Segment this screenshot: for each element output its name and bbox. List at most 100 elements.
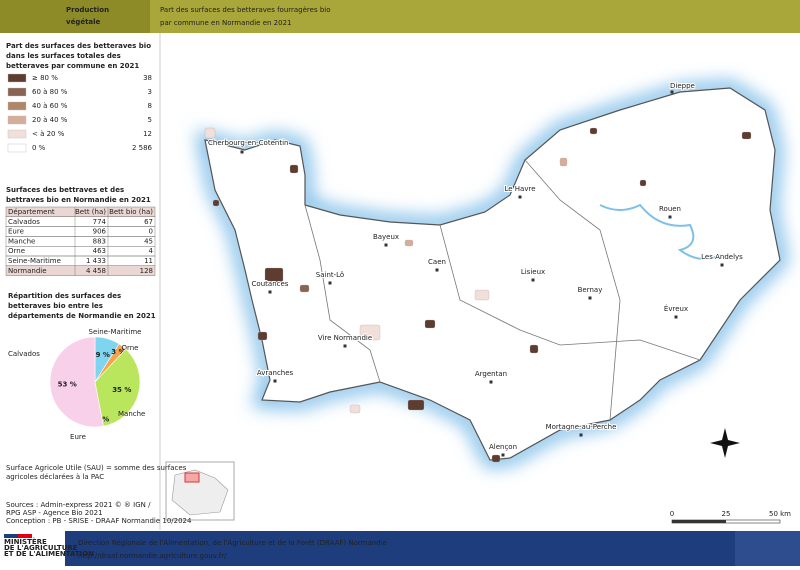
table-header-bg: [6, 207, 155, 217]
footer-url: http://draaf.normandie.agriculture.gouv.…: [78, 552, 227, 560]
table-title: Surfaces des bettraves et des: [6, 186, 124, 194]
city-label: Caen: [428, 258, 446, 266]
commune-patch: [289, 164, 299, 174]
commune-patch: [359, 324, 381, 341]
city-label: Argentan: [475, 370, 507, 378]
city-marker: [579, 433, 583, 437]
title: par commune en Normandie en 2021: [160, 19, 292, 27]
commune-patch: [474, 289, 490, 301]
city-label: Mortagne-au-Perche: [546, 423, 617, 431]
pie-title: Répartition des surfaces des: [8, 292, 121, 300]
city-marker: [674, 315, 678, 319]
legend-swatch: [7, 87, 27, 97]
table-cell: Seine-Maritime: [8, 257, 61, 265]
source: RPG ASP - Agence Bio 2021: [6, 509, 103, 517]
title: Part des surfaces des betteraves fourrag…: [160, 6, 331, 14]
legend-title: Part des surfaces des betteraves bio: [6, 42, 151, 50]
ministry: DE L'AGRICULTURE: [4, 544, 78, 552]
table-cell: Eure: [8, 228, 24, 236]
pie-category: Eure: [70, 433, 86, 441]
footer-logo: [735, 531, 800, 566]
flag-blue: [4, 534, 18, 538]
legend-label: ≥ 80 %: [32, 74, 58, 82]
legend-count: 3: [148, 88, 152, 96]
city-label: Bernay: [578, 286, 603, 294]
pie-category: Calvados: [8, 350, 40, 358]
table-cell: 128: [140, 267, 153, 275]
commune-patch: [491, 454, 501, 463]
legend-title: betteraves par commune en 2021: [6, 62, 139, 70]
legend-label: 20 à 40 %: [32, 116, 68, 124]
commune-patch: [264, 267, 284, 283]
table-cell: 11: [144, 257, 153, 265]
city-marker: [343, 344, 347, 348]
commune-patch: [204, 127, 216, 139]
city-label: Saint-Lô: [316, 271, 344, 279]
scale-label: 50 km: [769, 510, 791, 518]
city-label: Rouen: [659, 205, 681, 213]
table-cell: 463: [93, 247, 106, 255]
table-header: Bett (ha): [75, 208, 106, 216]
river-seine: [599, 203, 721, 260]
pie-slice: [49, 336, 104, 428]
pie-value-label: 3 %: [111, 348, 125, 356]
table-cell: 0: [149, 228, 153, 236]
scale-label: 25: [722, 510, 731, 518]
table-header: Bett bio (ha): [109, 208, 153, 216]
commune-patch: [212, 199, 220, 207]
city-marker: [328, 281, 332, 285]
pie-value-label: 53 %: [58, 381, 77, 389]
section-label: végétale: [66, 18, 101, 26]
table-cell: Normandie: [8, 267, 47, 275]
city-label: Cherbourg-en-Cotentin: [208, 139, 288, 147]
table-header: Département: [8, 208, 55, 216]
source: Sources : Admin-express 2021 © ® IGN /: [6, 501, 151, 509]
department-borders: [304, 159, 701, 421]
city-marker: [588, 296, 592, 300]
city-label: Vire Normandie: [318, 334, 372, 342]
table-cell: 774: [93, 218, 107, 226]
legend-swatch: [7, 73, 27, 83]
footer-org: Direction Régionale de l'Alimentation, d…: [78, 539, 387, 547]
city-marker: [273, 379, 277, 383]
commune-patch: [257, 331, 268, 341]
commune-patch: [407, 399, 425, 411]
city-label: Alençon: [489, 443, 517, 451]
legend-swatch: [7, 143, 27, 153]
table-total-bg: [6, 265, 155, 276]
table-cell: 883: [93, 237, 106, 245]
legend-count: 8: [148, 102, 152, 110]
city-label: Le Havre: [504, 185, 535, 193]
commune-patch: [299, 284, 310, 293]
source: Conception : PB - SRISE - DRAAF Normandi…: [6, 517, 192, 525]
city-label: Lisieux: [521, 268, 545, 276]
city-marker: [240, 150, 244, 154]
legend-swatch: [7, 115, 27, 125]
commune-patch: [404, 239, 414, 247]
scale-bar-fill: [672, 520, 726, 523]
city-label: Coutances: [252, 280, 289, 288]
region-outline: [204, 87, 781, 461]
commune-patch: [559, 157, 568, 167]
city-marker: [489, 380, 493, 384]
city-label: Dieppe: [670, 82, 695, 90]
city-marker: [518, 195, 522, 199]
city-marker: [435, 268, 439, 272]
pie-title: betteraves bio entre les: [8, 302, 103, 310]
table-row: [5, 265, 156, 276]
pie-title: départements de Normandie en 2021: [8, 312, 156, 320]
city-marker: [668, 215, 672, 219]
flag-red: [18, 534, 32, 538]
pie-category: Orne: [121, 344, 138, 352]
commune-patch: [424, 319, 436, 329]
commune-patch: [529, 344, 539, 354]
patches: [204, 127, 752, 463]
table-cell: 906: [93, 228, 107, 236]
city-marker: [720, 263, 724, 267]
pie-value-label: 35 %: [112, 386, 131, 394]
table-cell: 4: [149, 247, 154, 255]
table-cell: 67: [144, 218, 153, 226]
section-box: [0, 0, 150, 33]
legend-label: 0 %: [32, 144, 46, 152]
